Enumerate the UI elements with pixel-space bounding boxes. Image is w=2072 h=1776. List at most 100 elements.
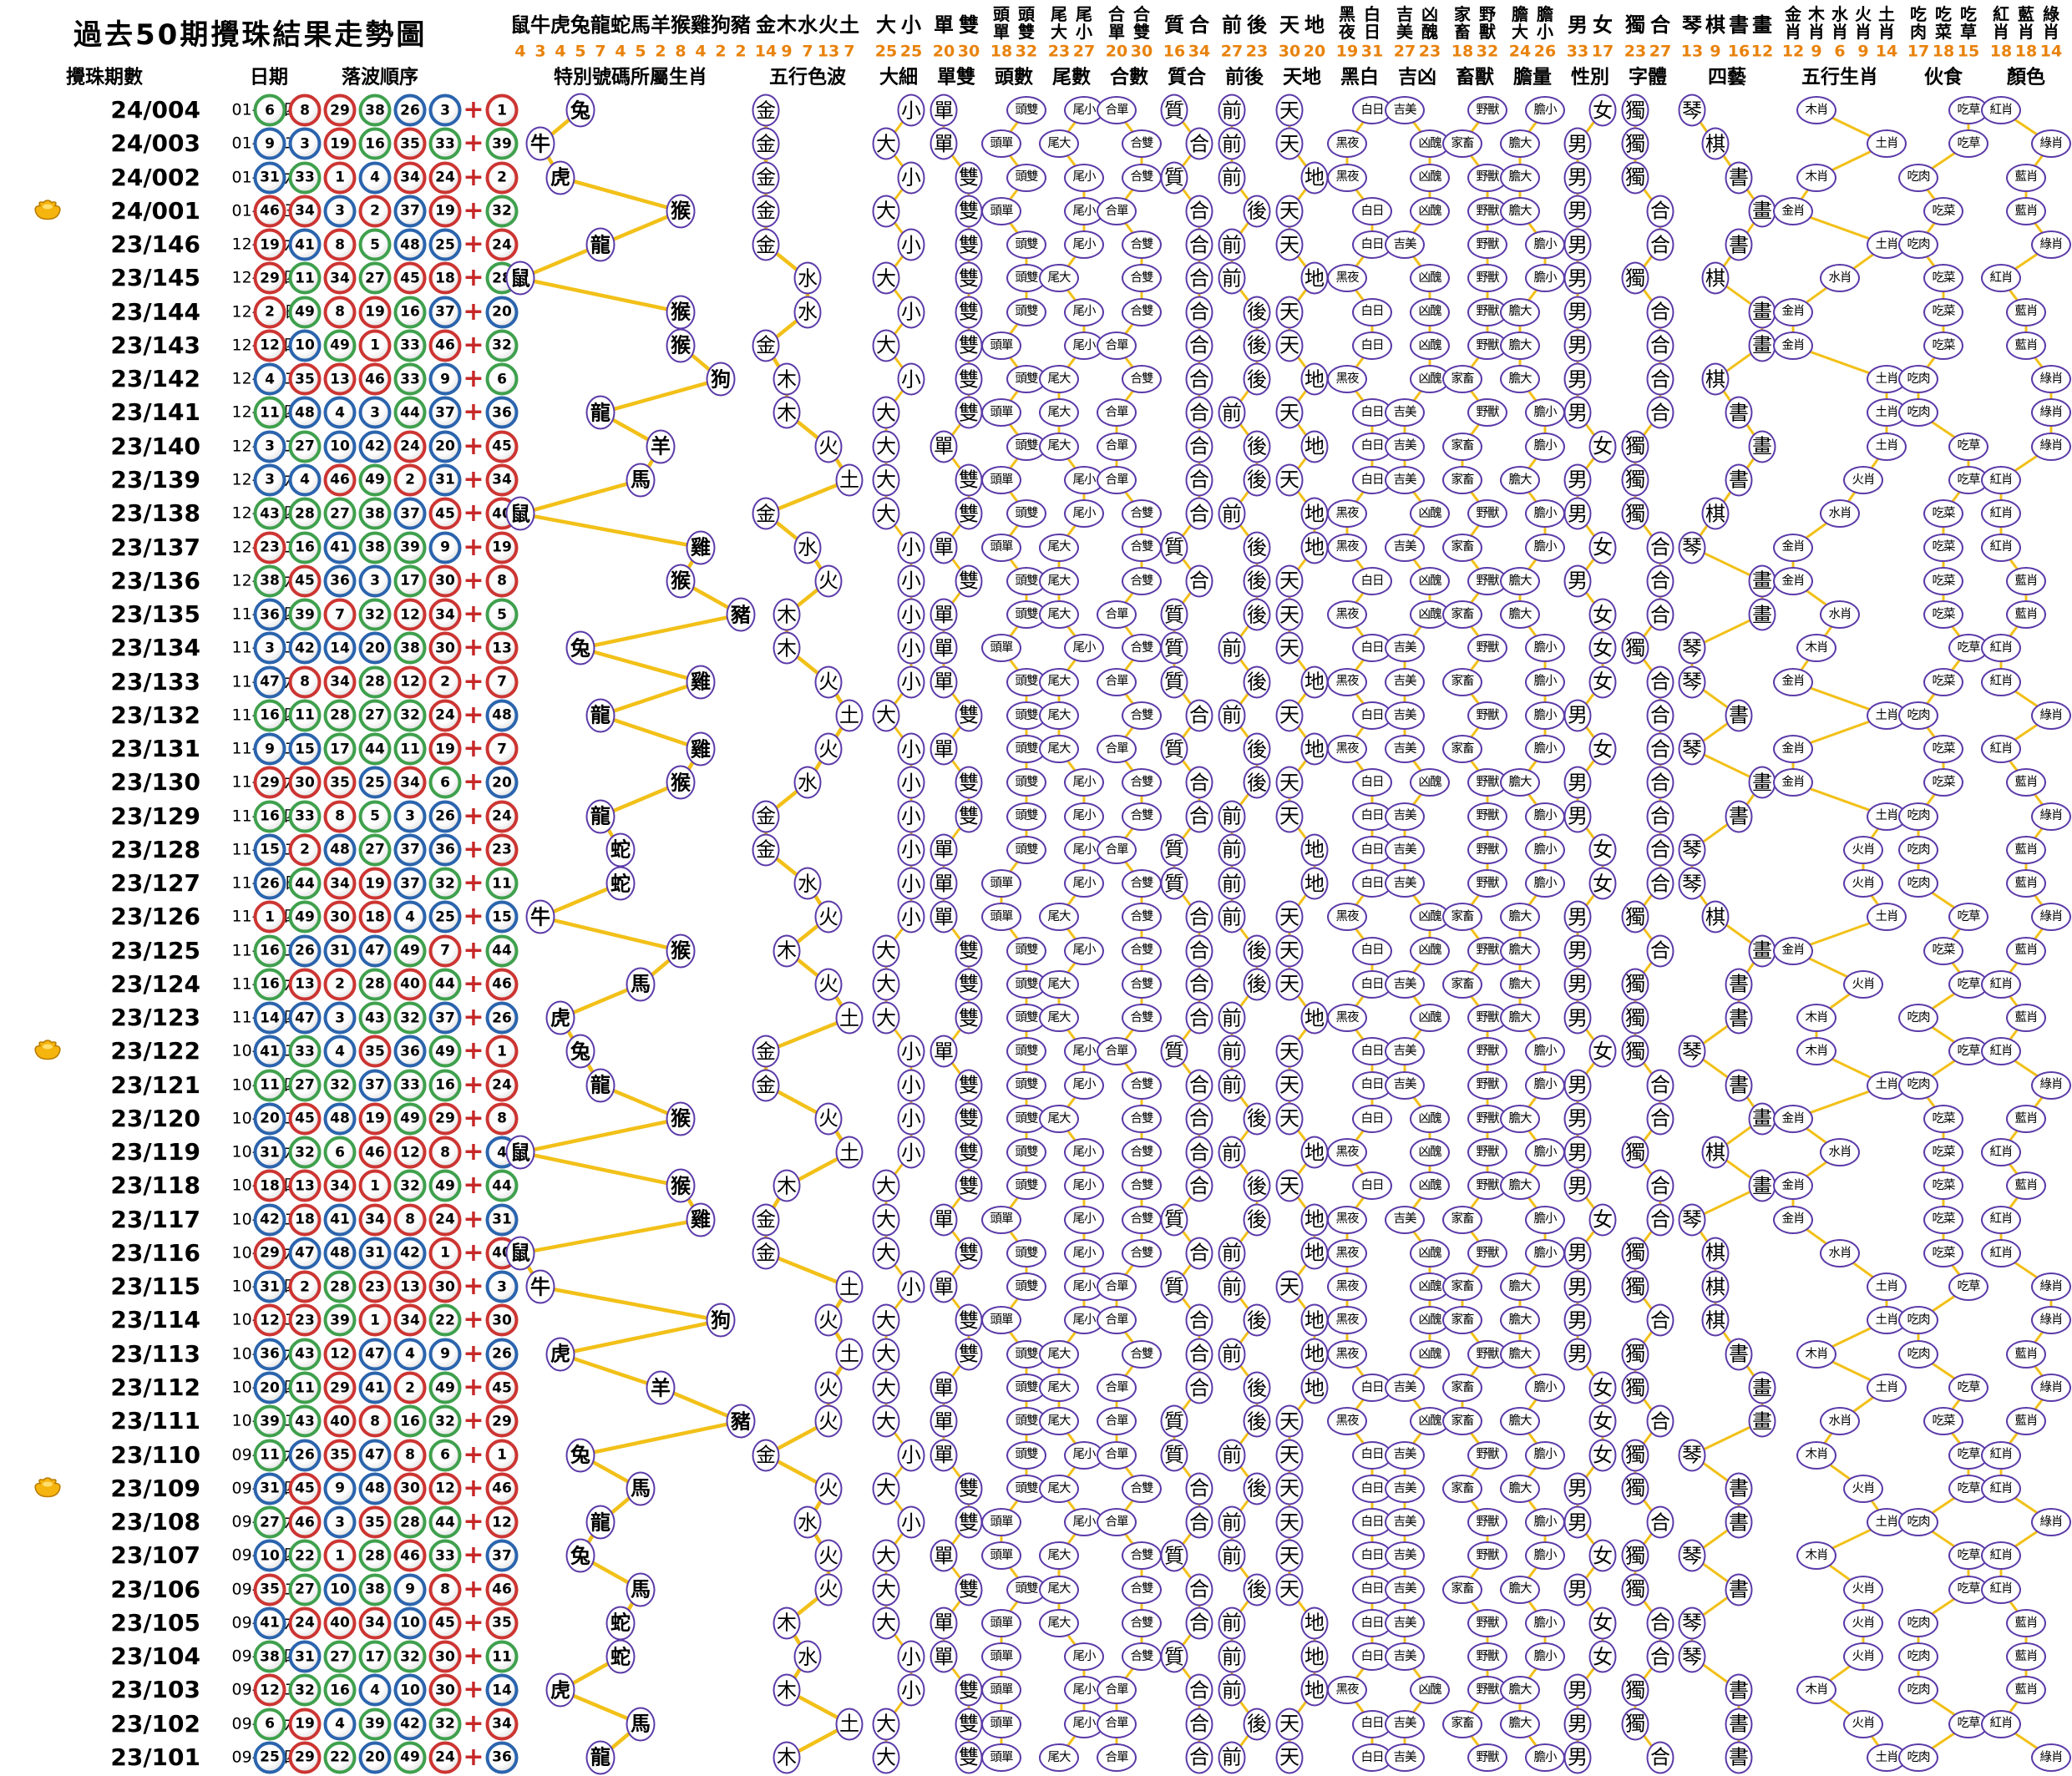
marker-xingbie: 男 (1563, 766, 1592, 799)
marker-tiandi: 地 (1300, 531, 1329, 564)
marker-huoshi: 吃菜 (1923, 667, 1963, 696)
col-count-zodiac: 2 (655, 42, 666, 61)
marker-wei: 尾大 (1039, 1407, 1079, 1436)
col-count-zodiac: 5 (575, 42, 586, 61)
col-label-siyi: 棋 (1705, 13, 1725, 37)
marker-he: 合雙 (1122, 1171, 1162, 1201)
section-title-jixiong: 吉凶 (1398, 66, 1436, 89)
marker-tou: 頭單 (981, 196, 1021, 225)
marker-he: 合雙 (1122, 936, 1162, 965)
marker-heibai: 黑夜 (1327, 163, 1367, 192)
marker-he: 合雙 (1122, 701, 1162, 730)
marker-tou: 頭雙 (1006, 230, 1046, 260)
marker-yanse: 藍肖 (2006, 869, 2046, 898)
marker-zhihe: 質 (1160, 631, 1188, 665)
marker-he: 合單 (1097, 735, 1137, 764)
marker-qianhou: 前 (1218, 1439, 1246, 1472)
col-label-chushou: 野獸 (1479, 4, 1496, 42)
marker-huoshi: 吃肉 (1898, 1676, 1938, 1705)
marker-tou: 頭雙 (1006, 1171, 1046, 1201)
col-label-huoshi: 吃菜 (1935, 4, 1952, 42)
marker-qianhou: 前 (1218, 867, 1246, 900)
marker-wei: 尾大 (1039, 1608, 1079, 1637)
marker-tiandi: 地 (1300, 867, 1329, 900)
marker-wave: 木 (773, 1741, 801, 1774)
marker-chushou: 家畜 (1442, 903, 1482, 932)
marker-wuxing: 金肖 (1773, 1171, 1813, 1201)
marker-wei: 尾大 (1039, 365, 1079, 394)
col-count-wuxing: 12 (1781, 42, 1805, 61)
col-label-zodiac: 猴 (671, 13, 691, 37)
marker-huoshi: 吃肉 (1898, 230, 1938, 260)
marker-wuxing: 金肖 (1773, 936, 1813, 965)
marker-zhihe: 合 (1185, 1303, 1213, 1337)
marker-siyi: 畫 (1748, 598, 1776, 631)
marker-daxi: 小 (897, 833, 925, 867)
marker-siyi: 書 (1725, 1069, 1753, 1102)
marker-wuxing: 土肖 (1867, 129, 1907, 159)
marker-tiandi: 天 (1275, 1035, 1304, 1068)
marker-yanse: 藍肖 (2006, 1339, 2046, 1369)
marker-xingbie: 女 (1588, 1640, 1617, 1673)
ball: 29 (323, 94, 357, 127)
marker-yanse: 藍肖 (2006, 297, 2046, 326)
marker-ziti: 獨 (1621, 1237, 1649, 1270)
col-count-huoshi: 15 (1957, 42, 1980, 61)
marker-ziti: 合 (1646, 362, 1674, 396)
marker-ziti: 獨 (1621, 1136, 1649, 1169)
marker-zodiac: 鼠 (505, 1135, 535, 1170)
marker-wei: 尾大 (1039, 129, 1079, 159)
marker-he: 合單 (1097, 96, 1137, 125)
marker-xingbie: 男 (1563, 329, 1592, 362)
marker-zhihe: 合 (1185, 228, 1213, 261)
col-count-he: 20 (1105, 42, 1128, 61)
marker-danshuang: 雙 (955, 463, 983, 497)
marker-danliang: 膽大 (1500, 1474, 1540, 1503)
marker-tou: 頭雙 (1006, 1138, 1046, 1167)
marker-he: 合單 (1097, 331, 1137, 360)
marker-he: 合雙 (1122, 903, 1162, 932)
marker-wuxing: 火肖 (1843, 1575, 1883, 1604)
marker-qianhou: 後 (1243, 934, 1271, 968)
marker-wuxing: 金肖 (1773, 196, 1813, 225)
col-label-wave: 土 (839, 13, 859, 37)
col-count-yanse: 14 (2039, 42, 2063, 61)
marker-xingbie: 女 (1588, 833, 1617, 867)
marker-huoshi: 吃肉 (1898, 1070, 1938, 1100)
marker-daxi: 大 (872, 195, 900, 228)
marker-zodiac: 豬 (726, 597, 756, 632)
marker-danshuang: 雙 (955, 161, 983, 195)
col-count-siyi: 12 (1750, 42, 1774, 61)
marker-danshuang: 雙 (955, 1237, 983, 1270)
marker-siyi: 棋 (1701, 497, 1730, 530)
marker-he: 合雙 (1122, 129, 1162, 159)
col-count-jixiong: 23 (1418, 42, 1441, 61)
marker-xingbie: 男 (1563, 934, 1592, 968)
marker-yanse: 紅肖 (1981, 96, 2021, 125)
marker-qianhou: 前 (1218, 94, 1246, 127)
marker-wave: 火 (814, 1472, 843, 1505)
col-count-wave: 9 (781, 42, 793, 61)
marker-tiandi: 地 (1300, 833, 1329, 867)
marker-heibai: 黑夜 (1327, 533, 1367, 562)
marker-yanse: 紅肖 (1981, 1238, 2021, 1267)
marker-he: 合雙 (1122, 1642, 1162, 1672)
marker-tou: 頭雙 (1006, 835, 1046, 864)
marker-danshuang: 雙 (955, 1573, 983, 1606)
marker-ziti: 合 (1646, 800, 1674, 833)
marker-danshuang: 單 (930, 1371, 958, 1404)
marker-heibai: 黑夜 (1327, 735, 1367, 764)
marker-jixiong: 凶醜 (1410, 499, 1450, 529)
marker-xingbie: 男 (1563, 1169, 1592, 1202)
marker-wave: 水 (793, 1640, 822, 1673)
marker-yanse: 紅肖 (1981, 667, 2021, 696)
col-label-wuxing: 土肖 (1878, 4, 1895, 42)
section-title-qianhou: 前後 (1225, 66, 1264, 89)
marker-zodiac: 馬 (626, 463, 656, 498)
marker-tiandi: 天 (1275, 564, 1304, 598)
marker-tou: 頭雙 (1006, 1273, 1046, 1302)
ball: 6 (253, 94, 286, 127)
marker-qianhou: 後 (1243, 564, 1271, 598)
marker-xingbie: 男 (1563, 1338, 1592, 1371)
marker-huoshi: 吃菜 (1923, 1407, 1963, 1436)
